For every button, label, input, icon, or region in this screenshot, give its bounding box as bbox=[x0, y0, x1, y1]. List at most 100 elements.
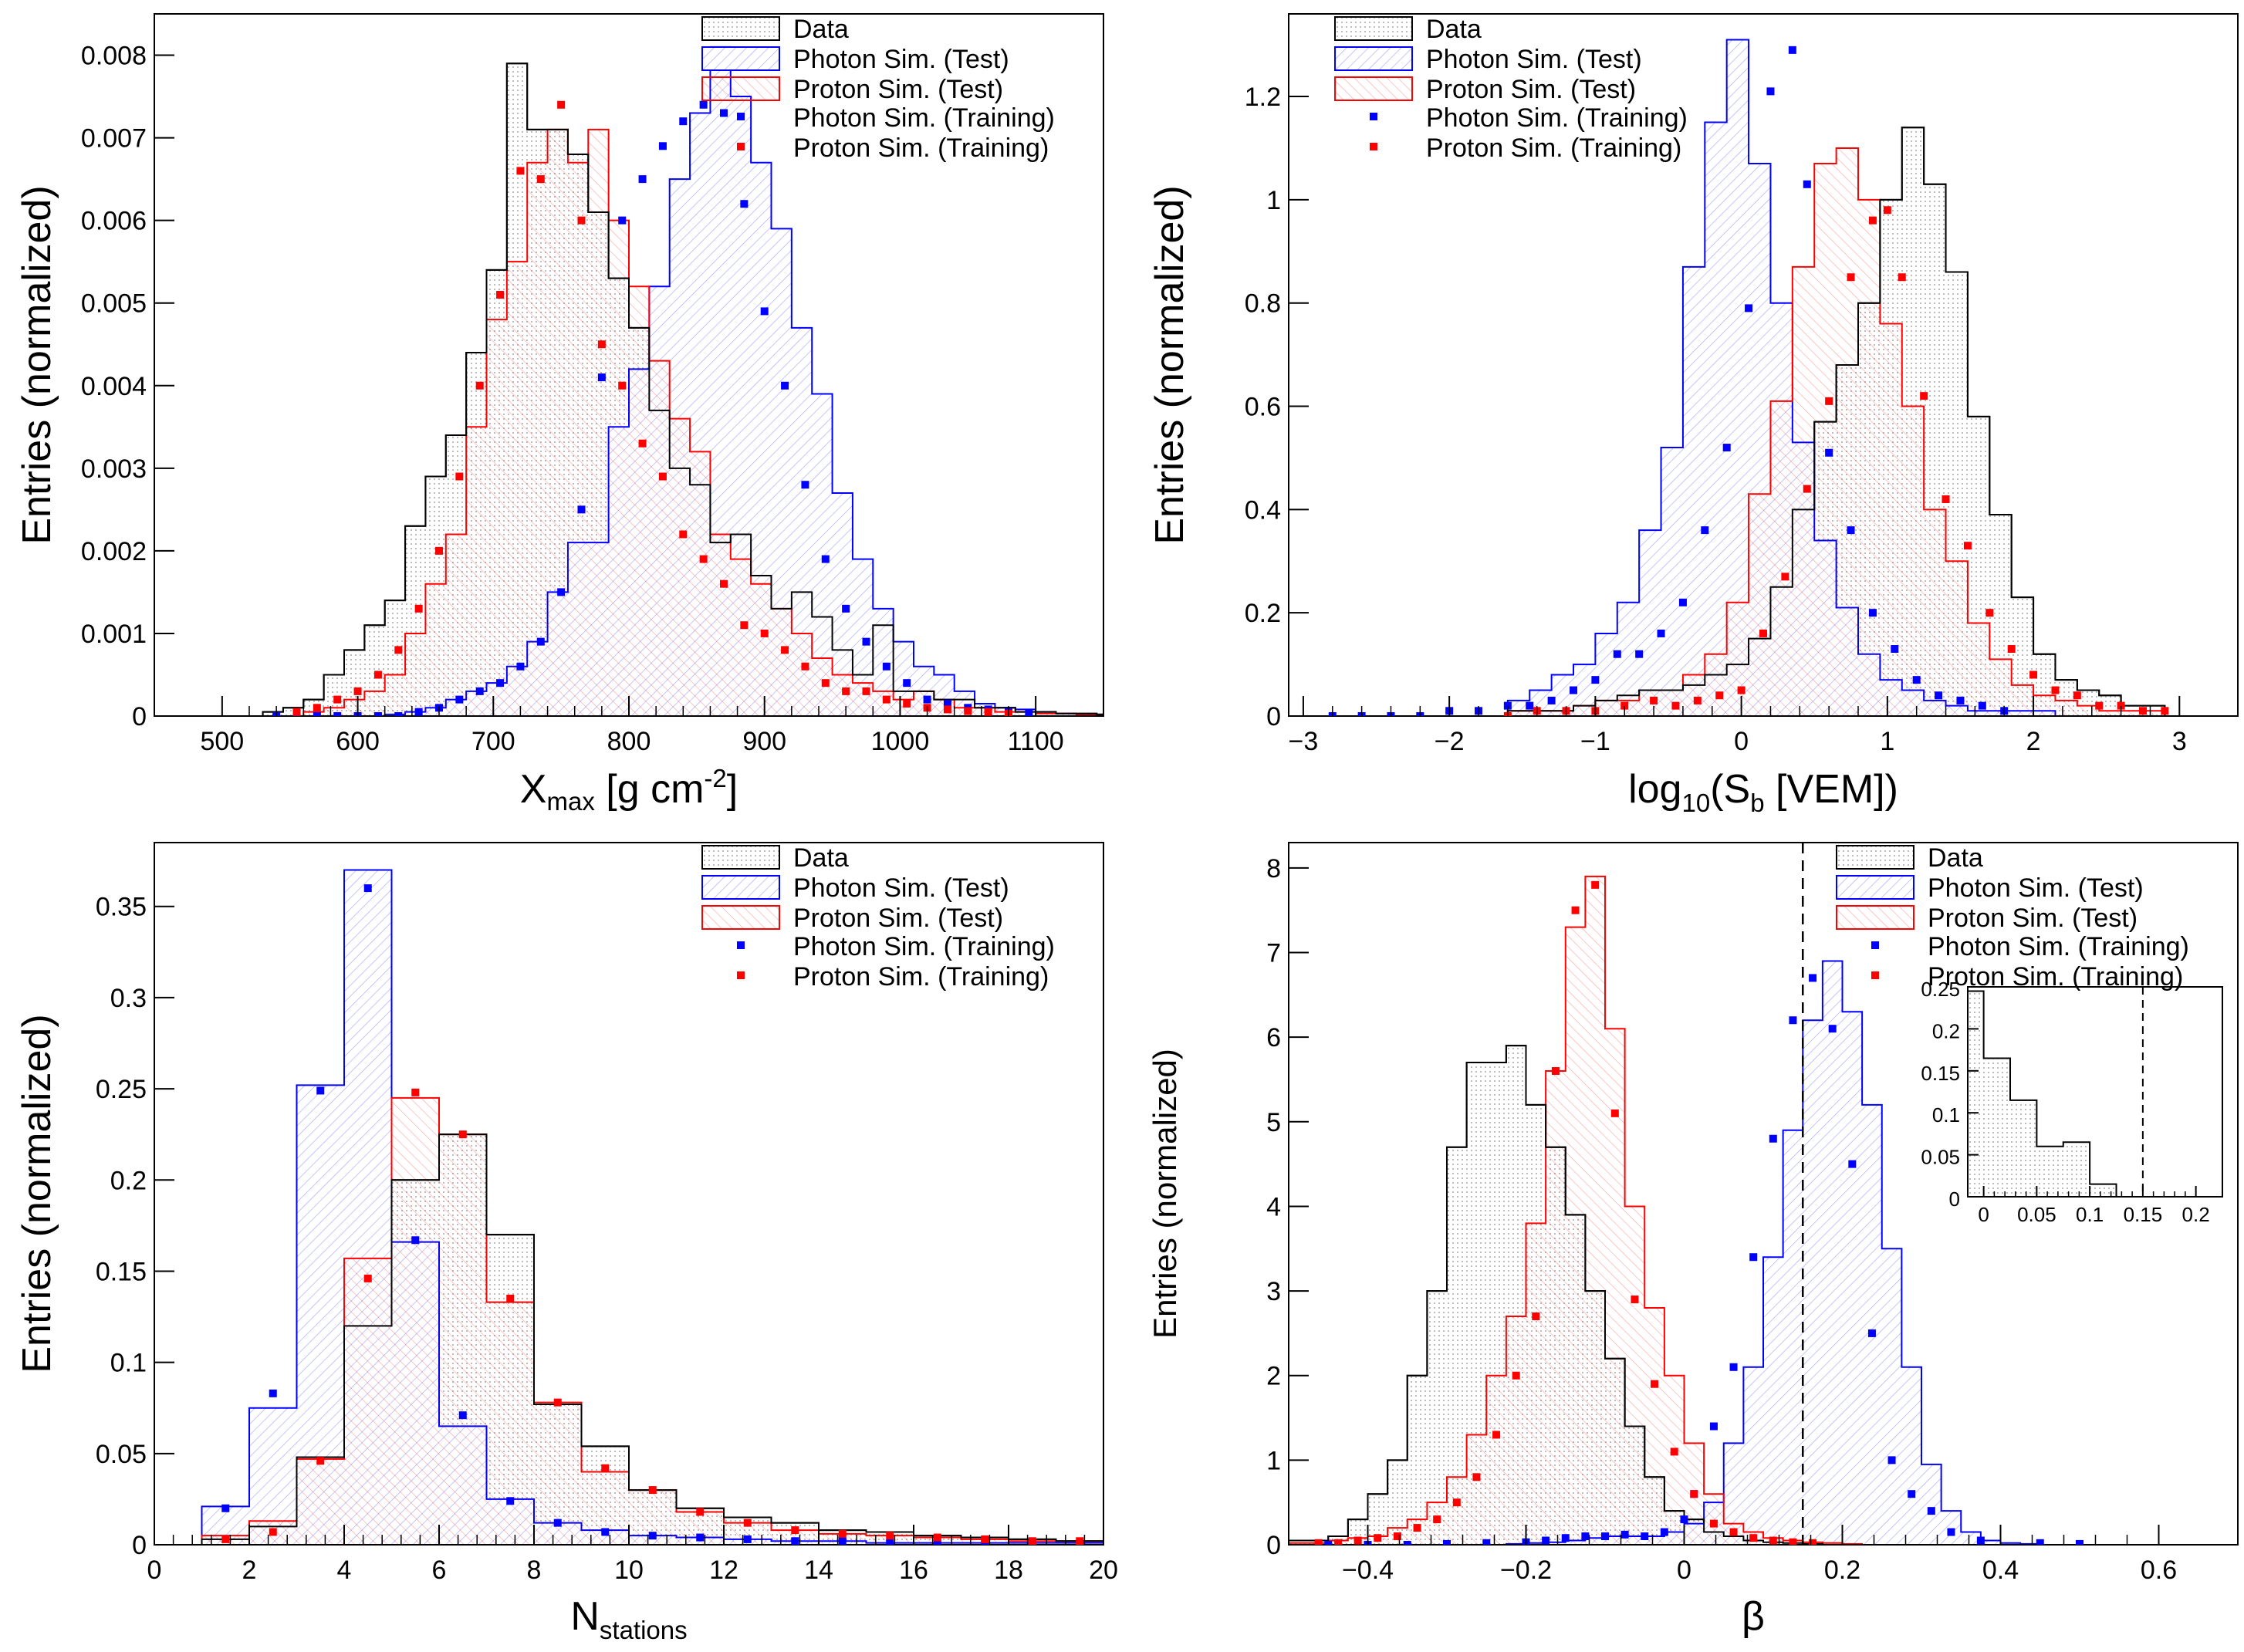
proton-train-point bbox=[333, 695, 342, 704]
y-axis-title: Entries (normalized) bbox=[15, 185, 59, 544]
proton-train-point bbox=[984, 708, 992, 716]
photon-train-point bbox=[455, 695, 464, 704]
proton-train-point bbox=[1492, 1431, 1501, 1439]
y-tick-label: 0.008 bbox=[81, 42, 147, 71]
proton-train-point bbox=[1825, 397, 1833, 405]
photon-train-point bbox=[373, 712, 382, 716]
x-tick-label: 18 bbox=[994, 1556, 1023, 1585]
proton-train-point bbox=[743, 1519, 752, 1527]
proton-test-histogram bbox=[1506, 147, 2166, 716]
photon-train-point bbox=[1947, 1528, 1955, 1536]
proton-train-point bbox=[601, 1464, 610, 1472]
legend-label-proton-test: Proton Sim. (Test) bbox=[1426, 75, 1636, 104]
proton-train-point bbox=[221, 1535, 230, 1543]
proton-train-point bbox=[801, 662, 809, 671]
photon-train-point bbox=[1635, 650, 1644, 658]
data-histogram-outline bbox=[1289, 1045, 2040, 1545]
proton-train-point bbox=[1693, 696, 1702, 704]
photon-train-point bbox=[658, 142, 667, 150]
proton-train-point bbox=[1709, 1519, 1718, 1528]
proton-train-point bbox=[903, 699, 911, 708]
photon-train-point bbox=[1868, 609, 1877, 617]
proton-train-point bbox=[455, 472, 464, 481]
photon-train-point bbox=[720, 109, 728, 117]
data-histogram-outline bbox=[201, 1133, 1103, 1545]
legend-label-proton-train: Proton Sim. (Training) bbox=[793, 133, 1049, 163]
proton-train-point bbox=[1651, 1380, 1659, 1388]
proton-train-point bbox=[1868, 216, 1877, 225]
x-tick-label: −0.2 bbox=[1500, 1556, 1552, 1585]
photon-train-point bbox=[2076, 1539, 2083, 1545]
proton-train-point bbox=[373, 671, 382, 679]
y-tick-label: 0.004 bbox=[81, 372, 147, 401]
proton-train-point bbox=[597, 340, 606, 349]
photon-train-point bbox=[1891, 645, 1899, 654]
y-tick-label: 0.002 bbox=[81, 537, 147, 566]
proton-train-point bbox=[1920, 392, 1928, 400]
photon-train-point bbox=[1789, 1016, 1797, 1025]
proton-train-point bbox=[862, 687, 870, 695]
proton-train-point bbox=[1374, 1534, 1382, 1542]
proton-train-point bbox=[1898, 273, 1906, 282]
photon-train-point bbox=[1657, 629, 1665, 637]
photon-train-point bbox=[496, 679, 505, 687]
proton-train-point bbox=[1353, 1536, 1362, 1545]
x-tick-label: 900 bbox=[742, 727, 786, 756]
proton-train-point bbox=[1781, 573, 1789, 581]
proton-train-point bbox=[1610, 1109, 1619, 1117]
photon-train-point bbox=[1887, 1456, 1896, 1465]
proton-train-point bbox=[577, 216, 586, 225]
proton-train-point bbox=[435, 546, 443, 555]
proton-train-point bbox=[1749, 1534, 1758, 1542]
photon-train-point bbox=[1542, 1536, 1550, 1545]
x-tick-label: 0.4 bbox=[1982, 1556, 2019, 1585]
proton-train-point bbox=[411, 1088, 420, 1096]
photon-train-point bbox=[1749, 1253, 1758, 1262]
panel-nstations: 0 2 4 6 8 10 12 14 16 18 20 0 0.05 0.1 0.15 0.2 0.25 0.3 0… bbox=[15, 842, 1118, 1644]
photon-train-point bbox=[943, 699, 951, 708]
y-tick-label: 0 bbox=[1949, 1187, 1960, 1211]
legend-label-proton-test: Proton Sim. (Test) bbox=[793, 75, 1003, 104]
y-tick-label: 1 bbox=[1266, 1446, 1281, 1475]
proton-train-point bbox=[2029, 671, 2038, 679]
proton-train-point bbox=[1737, 686, 1746, 694]
photon-train-point bbox=[1788, 46, 1796, 54]
y-tick-label: 0.006 bbox=[81, 207, 147, 236]
legend-label-photon-train: Photon Sim. (Training) bbox=[1928, 932, 2189, 961]
y-tick-label: 0.4 bbox=[1245, 495, 1281, 525]
panel-beta: −0.4 −0.2 0 0.2 0.4 0.6 0 1 2 3 4 5 6 7 8 0 0.05 0.1 0.15… bbox=[1147, 842, 2239, 1639]
photon-train-point bbox=[394, 712, 403, 716]
y-tick-label: 0.2 bbox=[1245, 599, 1281, 628]
proton-train-point bbox=[696, 1508, 705, 1516]
photon-train-point bbox=[781, 381, 789, 390]
y-tick-label: 0 bbox=[132, 702, 147, 731]
photon-train-point bbox=[842, 604, 850, 613]
proton-train-point bbox=[2051, 686, 2060, 694]
x-tick-label: 2 bbox=[2026, 727, 2041, 756]
proton-train-point bbox=[1028, 1537, 1036, 1545]
legend-swatch-photon-test bbox=[701, 46, 780, 71]
proton-train-point bbox=[1963, 542, 1972, 550]
x-tick-label: 0 bbox=[1978, 1203, 1989, 1226]
legend-marker-proton-train bbox=[737, 971, 745, 979]
photon-train-point bbox=[648, 1532, 657, 1540]
photon-train-point bbox=[316, 1086, 325, 1095]
y-tick-label: 0.15 bbox=[1921, 1062, 1960, 1085]
photon-train-point bbox=[862, 637, 870, 646]
x-axis-title: β bbox=[1742, 1594, 1765, 1639]
proton-train-point bbox=[1620, 701, 1629, 710]
photon-train-point bbox=[2036, 1539, 2044, 1545]
proton-train-point bbox=[516, 167, 525, 175]
proton-train-point bbox=[292, 708, 301, 716]
proton-train-point bbox=[886, 1532, 894, 1540]
proton-train-point bbox=[1076, 1537, 1084, 1545]
x-tick-label: 0.2 bbox=[1824, 1556, 1860, 1585]
data-histogram-outline bbox=[262, 62, 1103, 716]
photon-train-point bbox=[1722, 444, 1731, 452]
photon-train-point bbox=[1709, 1422, 1718, 1431]
proton-train-point bbox=[1631, 1296, 1639, 1304]
photon-train-point bbox=[1729, 1363, 1738, 1371]
x-tick-label: 0.1 bbox=[2076, 1203, 2104, 1226]
legend-label-data: Data bbox=[793, 843, 849, 873]
photon-train-point bbox=[1828, 1025, 1837, 1033]
